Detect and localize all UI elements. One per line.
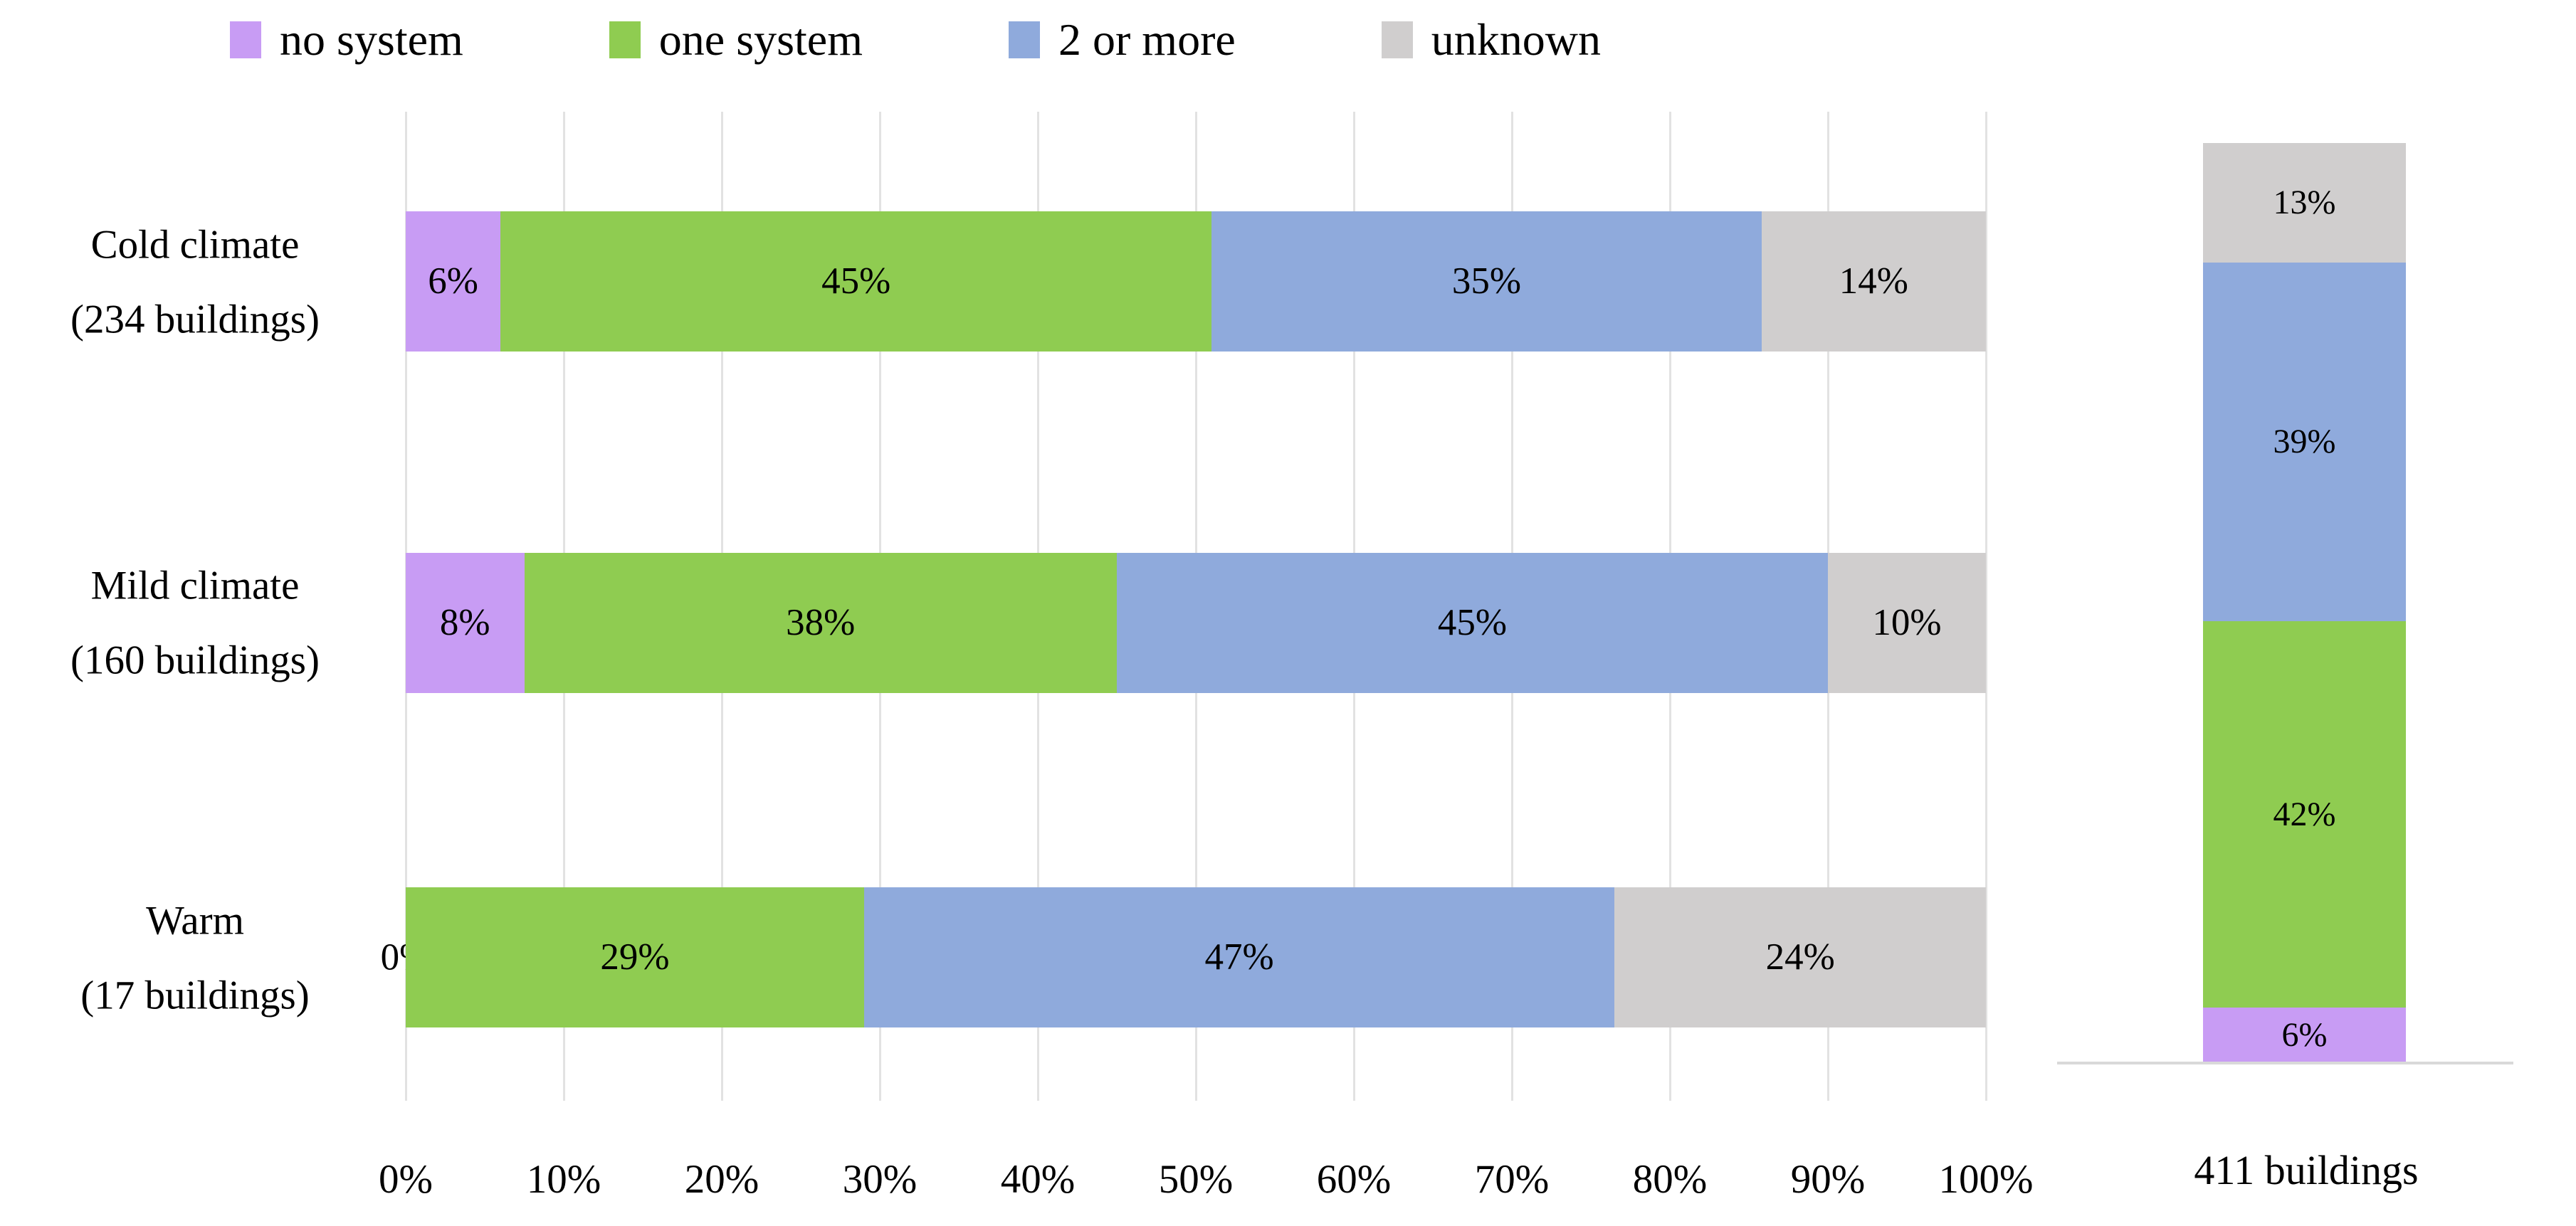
category-label-line1: Mild climate [90,563,300,608]
legend-label-one-system: one system [658,14,863,65]
bar-row-1: 8% 38% 45% 10% [406,553,1986,693]
legend-item-unknown: unknown [1381,14,1601,65]
bar-segment-no-system: 8% [406,553,525,693]
total-bar-segment-two-or-more: 39% [2203,263,2406,622]
x-axis-tick-20pct: 20% [684,1157,759,1202]
legend: no system one system 2 or more unknown [230,17,1601,63]
legend-item-one-system: one system [609,17,863,63]
x-axis-tick-10pct: 10% [526,1157,601,1202]
legend-swatch-two-or-more-icon [1008,21,1040,58]
main-chart: 0% 10% 20% 30% 40% 50% 60% 70% 80% 90% 100% 6% 45% 35… [379,112,2033,1200]
legend-label-two-or-more: 2 or more [1058,14,1236,65]
bar-segment-label: 45% [1437,602,1508,643]
x-axis-tick-100pct: 100% [1938,1157,2034,1202]
category-label-1: Mild climate (160 buildings) [0,549,390,699]
legend-swatch-unknown-icon [1381,21,1413,58]
bar-segment-label: 14% [1839,260,1908,302]
gridline-100pct [1985,112,1987,1101]
total-bar-caption: 411 buildings [2194,1147,2419,1193]
total-bar-segment-one-system: 42% [2203,621,2406,1008]
bar-segment-label: 10% [1872,602,1942,643]
legend-label-unknown: unknown [1431,14,1601,65]
x-axis-tick-90pct: 90% [1790,1157,1866,1202]
total-bar-segment-no-system: 6% [2203,1008,2406,1063]
category-label-line1: Warm [146,898,244,944]
bar-segment-unknown: 10% [1828,553,1986,693]
total-bar-segment-label: 39% [2273,423,2336,461]
bar-segment-label: 24% [1765,936,1835,978]
total-bar-segment-label: 42% [2273,795,2336,833]
x-axis-tick-50pct: 50% [1158,1157,1234,1202]
x-axis-tick-80pct: 80% [1632,1157,1708,1202]
bar-row-0: 6% 45% 35% 14% [406,211,1986,352]
legend-swatch-one-system-icon [609,21,641,58]
bar-segment-label: 8% [439,602,490,643]
legend-item-no-system: no system [230,17,463,63]
bar-segment-label: 45% [821,260,891,302]
bar-segment-label: 47% [1204,936,1274,978]
bar-segment-one-system: 45% [500,211,1212,352]
x-axis-tick-60pct: 60% [1316,1157,1392,1202]
bar-segment-two-or-more: 47% [863,887,1615,1027]
bar-segment-one-system: 38% [524,553,1117,693]
total-bar-segment-label: 6% [2281,1016,2328,1055]
category-label-line2: (17 buildings) [80,973,310,1018]
total-bar-axis-line [2057,1062,2513,1064]
total-bar-segment-label: 13% [2273,184,2336,222]
category-label-0: Cold climate (234 buildings) [0,208,390,358]
category-label-line2: (160 buildings) [70,638,320,683]
bar-segment-two-or-more: 35% [1211,211,1762,352]
bar-segment-one-system: 29% [406,887,864,1027]
bar-segment-label: 6% [428,260,478,302]
legend-item-two-or-more: 2 or more [1008,14,1236,65]
category-label-2: Warm (17 buildings) [0,884,390,1034]
bar-segment-unknown: 14% [1761,211,1986,352]
bar-segment-two-or-more: 45% [1117,553,1828,693]
x-axis-tick-30pct: 30% [842,1157,918,1202]
bar-segment-unknown: 24% [1614,887,1986,1027]
legend-swatch-no-system-icon [230,21,261,58]
x-axis-tick-0pct: 0% [379,1157,433,1202]
bar-segment-no-system: 6% [406,211,501,352]
x-axis-tick-40pct: 40% [1000,1157,1076,1202]
x-axis-tick-70pct: 70% [1474,1157,1550,1202]
legend-label-no-system: no system [280,14,463,65]
bar-segment-label: 29% [600,936,670,978]
category-label-line2: (234 buildings) [70,297,320,342]
category-label-line1: Cold climate [90,222,300,268]
total-bar-segment-unknown: 13% [2203,143,2406,263]
bar-segment-label: 38% [786,602,856,643]
total-bar-chart: 13% 39% 42% 6% [2203,143,2406,1063]
bar-segment-label: 35% [1451,260,1522,302]
bar-row-2: 0%29%47%24% [381,887,1986,1027]
